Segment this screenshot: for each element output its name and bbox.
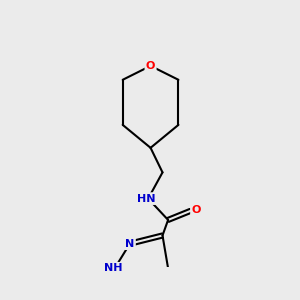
Text: O: O <box>146 61 155 71</box>
Text: HN: HN <box>137 194 156 204</box>
Text: NH: NH <box>104 263 122 273</box>
Text: O: O <box>191 205 201 215</box>
Text: N: N <box>125 239 134 249</box>
